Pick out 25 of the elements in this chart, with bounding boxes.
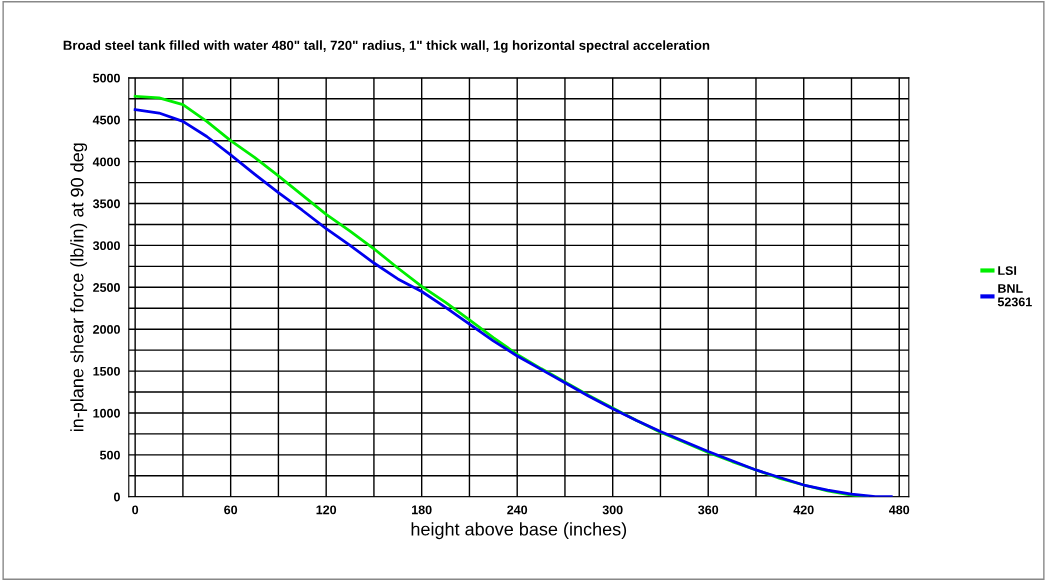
y-tick-label: 4000 (92, 157, 120, 167)
y-tick-label: 5000 (93, 73, 120, 83)
y-tick-label: 2000 (93, 325, 120, 334)
x-tick-label: 240 (507, 505, 528, 515)
legend-label: LSI (998, 266, 1017, 275)
x-tick-label: 300 (602, 505, 623, 515)
x-tick-label: 360 (698, 505, 719, 515)
x-tick-label: 420 (793, 505, 814, 515)
y-axis-title: in-plane shear force (lb/in) at 90 deg (70, 143, 88, 432)
y-tick-label: 0 (113, 492, 120, 502)
y-tick-label: 1500 (93, 366, 120, 376)
y-tick-label: 4500 (92, 115, 120, 125)
x-tick-label: 60 (224, 505, 238, 515)
y-tick-label: 3500 (92, 199, 120, 209)
chart-title: Broad steel tank filled with water 480" tall, 720" radius, 1" thick wall, 1g horizontal spectral acceleration (63, 40, 710, 53)
y-tick-label: 2500 (93, 283, 120, 292)
y-tick-label: 500 (99, 450, 120, 460)
x-tick-label: 120 (316, 505, 337, 515)
x-tick-label: 480 (889, 505, 910, 515)
legend-label: BNL 52361 (997, 284, 1032, 307)
y-tick-label: 1000 (93, 408, 120, 418)
x-tick-label: 0 (132, 505, 139, 515)
y-tick-label: 3000 (92, 241, 120, 251)
x-tick-label: 180 (412, 505, 432, 515)
x-axis-title: height above base (inches) (411, 522, 627, 540)
